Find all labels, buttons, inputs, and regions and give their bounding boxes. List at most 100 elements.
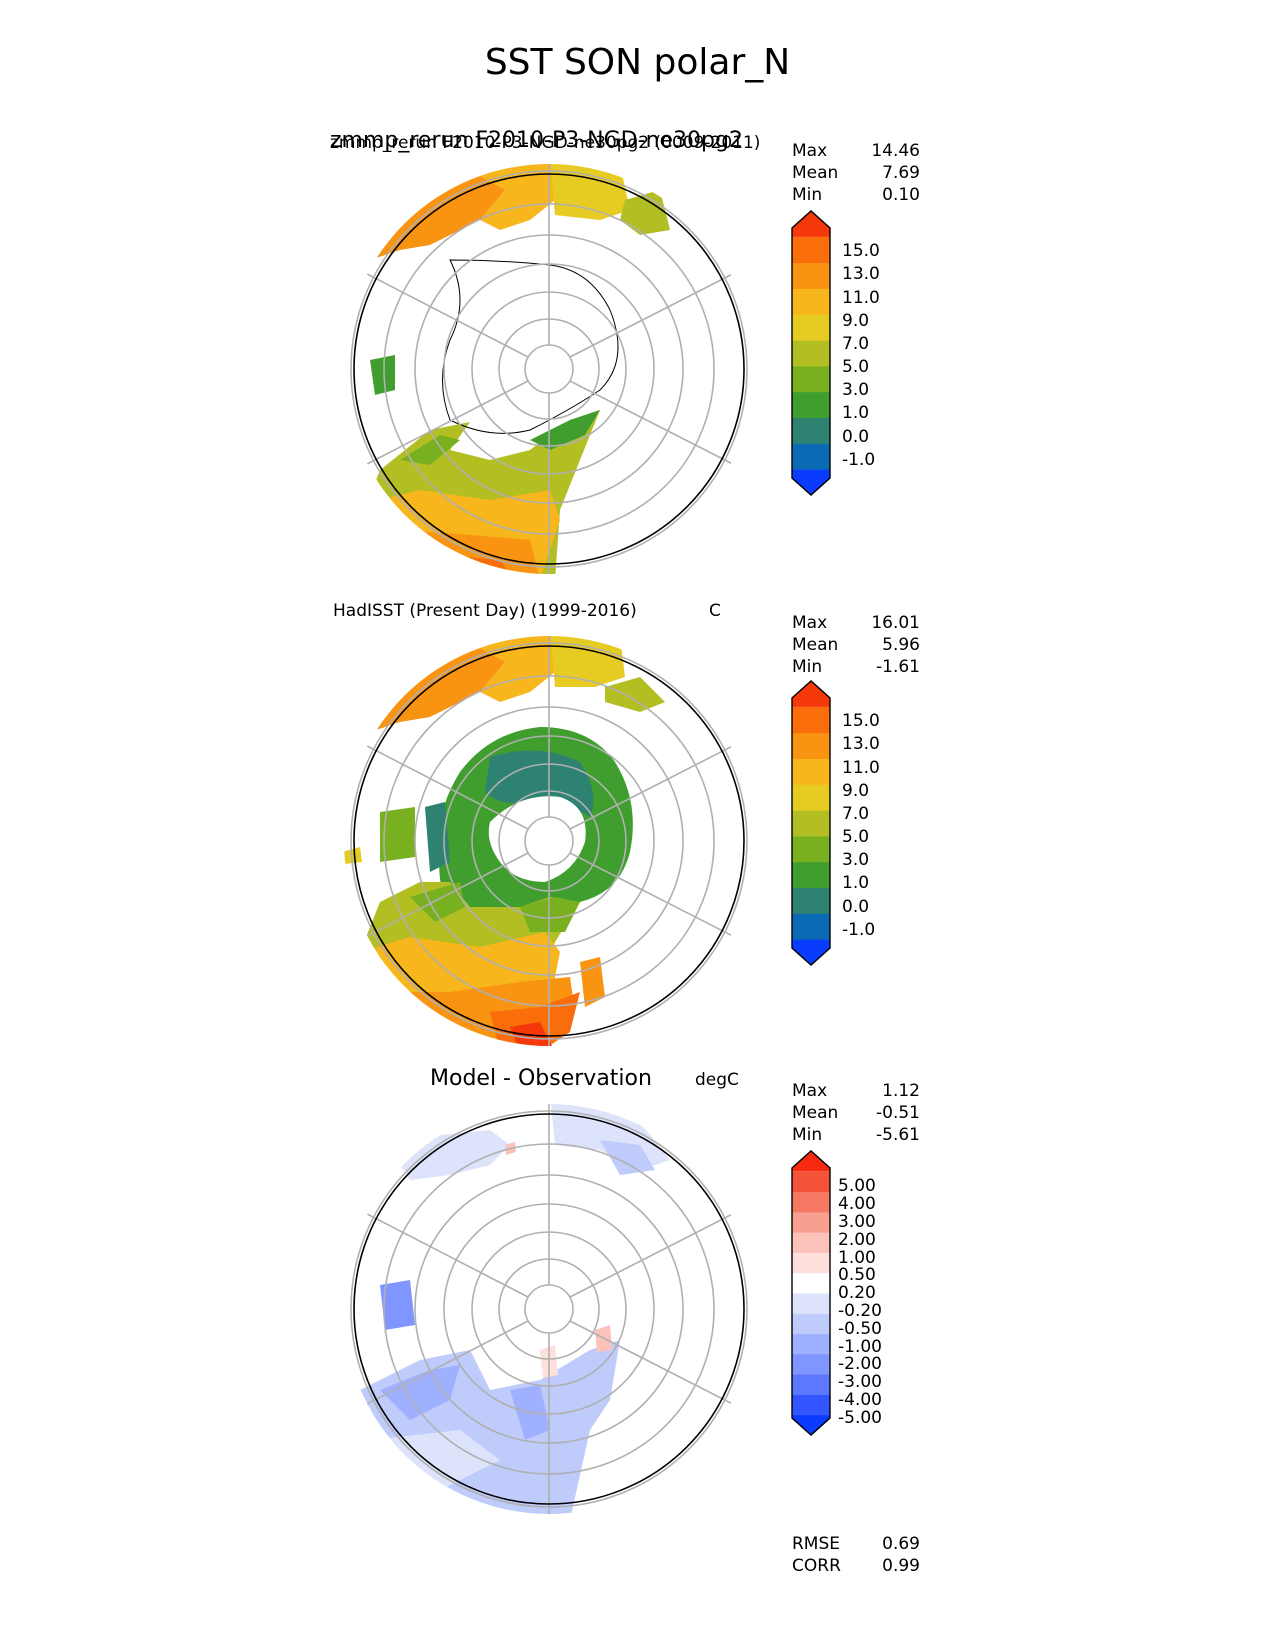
sst-region (425, 802, 450, 872)
stat-min-label: Min (792, 185, 823, 205)
graticule (344, 1104, 754, 1514)
colorbar-band (792, 417, 830, 444)
stat-max-label: Max (792, 1081, 828, 1101)
sst-region (490, 992, 580, 1046)
cbar-tick-label: 13.0 (842, 264, 880, 284)
colorbar-band (792, 340, 830, 367)
panel1-max: 14.46 (871, 141, 920, 161)
colorbar-band (792, 1232, 830, 1253)
colorbar-band (792, 443, 830, 470)
cbar-tick-label: 0.0 (842, 897, 870, 917)
cbar-tick-label: -0.20 (838, 1301, 882, 1321)
cbar-tick-label: 3.00 (838, 1212, 876, 1232)
colorbar-band (792, 706, 830, 734)
figure-title: SST SON polar_N (484, 42, 791, 83)
cbar-tick-label: 1.0 (842, 873, 870, 893)
metric-rmse-label: RMSE (792, 1534, 841, 1554)
panel1-title: zmmp_rerun F2010-P3-NGD-ne30pg2 (330, 128, 743, 153)
stat-mean-label: Mean (792, 635, 839, 655)
panel2-title: HadISST (Present Day) (1999-2016) (333, 601, 637, 621)
cbar-tick-label: 3.0 (842, 850, 870, 870)
map-boundary (353, 173, 745, 565)
cbar-tick-label: 15.0 (842, 241, 880, 261)
cbar-tick-label: 11.0 (842, 288, 880, 308)
sst-region (550, 636, 625, 687)
metric-corr-label: CORR (792, 1556, 841, 1576)
cbar-tick-label: 15.0 (842, 711, 880, 731)
colorbar-band (792, 1171, 830, 1193)
panel3-title: Model - Observation (430, 1066, 652, 1091)
panel3-colorbar (791, 1150, 831, 1436)
panel1-mean: 7.69 (882, 163, 920, 183)
sst-region (605, 677, 665, 712)
panel1-stats: Max 14.46 Mean 7.69 Min 0.10 (792, 140, 920, 206)
colorbar-band (792, 1272, 830, 1294)
coastline (442, 259, 619, 434)
stat-mean-label: Mean (792, 1103, 839, 1123)
panel2-mean: 5.96 (882, 635, 920, 655)
cbar-tick-label: 1.00 (838, 1248, 876, 1268)
sst-region (360, 164, 505, 260)
stat-mean-label: Mean (792, 163, 839, 183)
cbar-tick-label: 4.00 (838, 1194, 876, 1214)
cbar-tick-label: -1.0 (842, 450, 876, 470)
cbar-tick-label: 2.00 (838, 1230, 876, 1250)
panel2-map (344, 636, 754, 1046)
panel2-min: -1.61 (876, 657, 920, 677)
colorbar-band (792, 732, 830, 759)
stat-min-label: Min (792, 657, 823, 677)
panel3-rmse: 0.69 (882, 1534, 920, 1554)
cbar-tick-label: 0.50 (838, 1265, 876, 1285)
panel1-title-overlap: zmmp_rerun F2010-P3-NGD-ne30pg2 (0009-20… (330, 133, 761, 153)
panel2-units: C (709, 601, 721, 621)
cbar-tick-label: -0.50 (838, 1319, 882, 1339)
cbar-tick-label: -1.0 (842, 920, 876, 940)
colorbar-band (792, 211, 830, 237)
panel3-metrics: RMSE 0.69 CORR 0.99 (792, 1533, 920, 1577)
cbar-tick-label: 1.0 (842, 403, 870, 423)
map-boundary (353, 1113, 745, 1505)
stat-min-label: Min (792, 1125, 823, 1145)
colorbar-band (792, 1151, 830, 1172)
panel3-mean: -0.51 (876, 1103, 920, 1123)
panel3-max: 1.12 (882, 1081, 920, 1101)
colorbar-band (792, 835, 830, 863)
colorbar-band (792, 236, 830, 264)
diff-region (380, 1365, 460, 1420)
sst-region (550, 164, 630, 220)
sst-region (360, 636, 505, 732)
cbar-tick-label: -5.00 (838, 1408, 882, 1428)
colorbar-band (792, 1333, 830, 1355)
panel3-corr: 0.99 (882, 1556, 920, 1576)
cbar-tick-label: 0.20 (838, 1283, 876, 1303)
colorbar-band (792, 1313, 830, 1335)
panel3-units: degC (695, 1070, 739, 1090)
cbar-tick-label: 13.0 (842, 734, 880, 754)
cbar-tick-label: 5.00 (838, 1176, 876, 1196)
colorbar-band (792, 1211, 830, 1233)
diff-region (380, 1280, 415, 1330)
map-boundary (353, 645, 745, 1037)
colorbar-band (792, 913, 830, 940)
colorbar-band (792, 1252, 830, 1274)
colorbar-band (792, 887, 830, 914)
colorbar-band (792, 314, 830, 341)
cbar-tick-label: -2.00 (838, 1354, 882, 1374)
graticule (344, 636, 754, 1046)
colorbar-band (792, 810, 830, 837)
cbar-tick-label: 7.0 (842, 804, 870, 824)
sst-region (620, 190, 670, 235)
colorbar-band (792, 1394, 830, 1416)
colorbar-outline (791, 210, 831, 496)
cbar-tick-label: 11.0 (842, 758, 880, 778)
colorbar-band (792, 391, 830, 419)
cbar-tick-label: -1.00 (838, 1337, 882, 1357)
sst-region (370, 355, 395, 395)
colorbar-band (792, 1191, 830, 1213)
cbar-tick-label: 5.0 (842, 357, 870, 377)
colorbar-band (792, 365, 830, 393)
cbar-tick-label: -3.00 (838, 1372, 882, 1392)
panel1-colorbar (791, 210, 831, 496)
panel1-map (344, 164, 754, 574)
cbar-tick-label: 9.0 (842, 311, 870, 331)
